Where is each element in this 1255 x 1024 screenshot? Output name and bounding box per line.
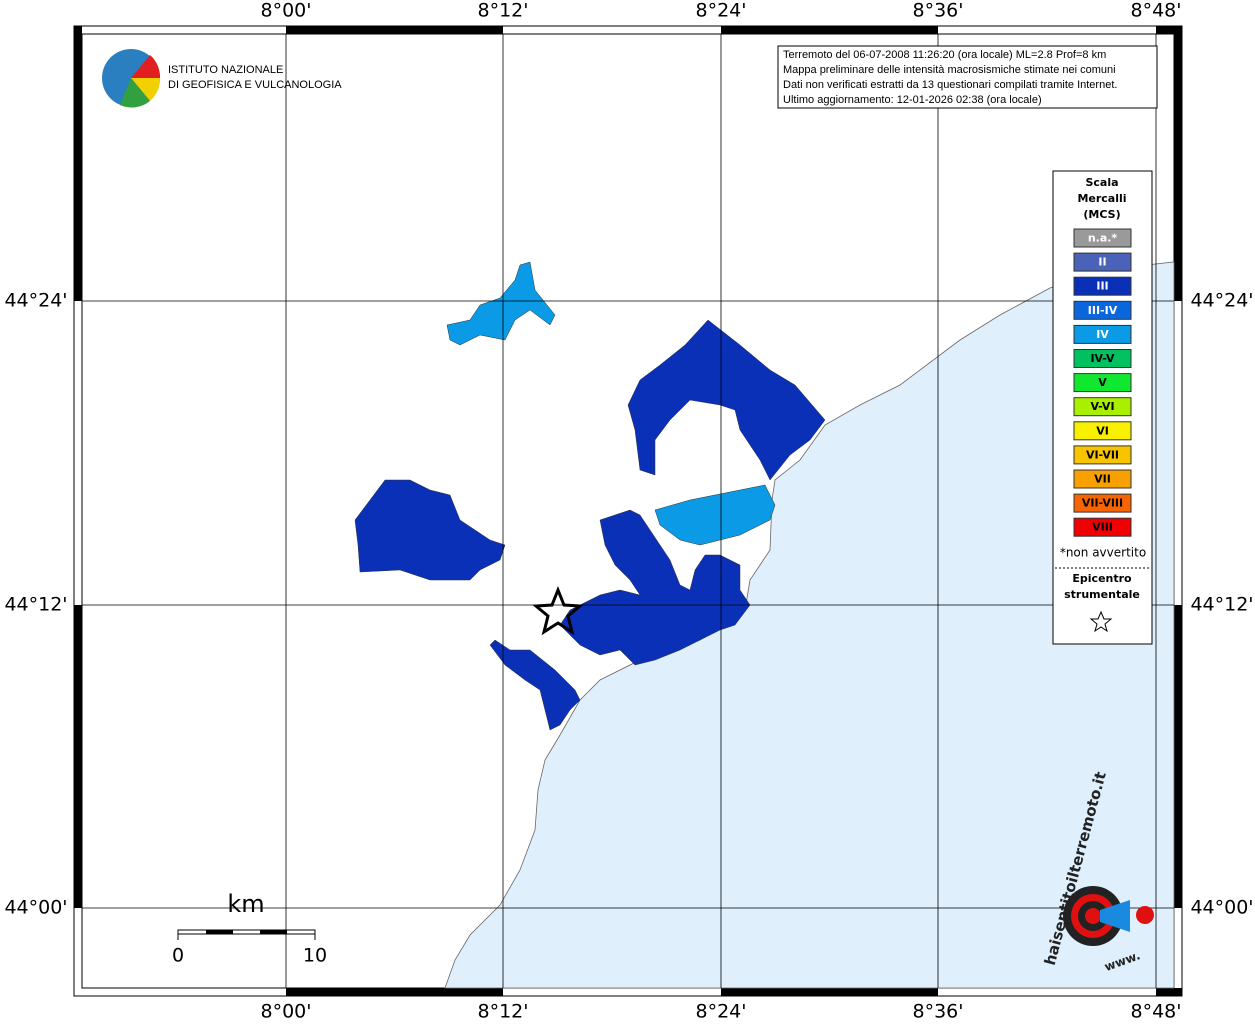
logo-ring xyxy=(1085,908,1101,924)
legend-swatch xyxy=(1073,349,1132,368)
frame-bar xyxy=(286,988,503,996)
scale-bar-segment xyxy=(260,930,287,934)
frame-bar xyxy=(74,26,82,301)
lat-label: 44°12' xyxy=(4,594,67,616)
institute-name: ISTITUTO NAZIONALE xyxy=(168,64,283,76)
lon-label: 8°36' xyxy=(913,0,964,22)
lon-label: 8°36' xyxy=(913,1001,964,1023)
lat-label: 44°24' xyxy=(1190,290,1253,312)
scale-unit: km xyxy=(227,890,264,918)
lon-label: 8°00' xyxy=(261,1001,312,1023)
legend-label: II xyxy=(1098,256,1106,269)
epicenter-star xyxy=(532,585,584,636)
legend-label: VII-VIII xyxy=(1082,497,1123,510)
legend-label: V-VI xyxy=(1090,400,1114,413)
region xyxy=(489,639,581,731)
legend-label: IV xyxy=(1096,328,1109,341)
lon-label: 8°12' xyxy=(478,1001,529,1023)
legend-label: III-IV xyxy=(1088,304,1118,317)
legend-title: Mercalli xyxy=(1077,192,1126,205)
legend-swatch xyxy=(1073,252,1132,272)
lon-label: 8°24' xyxy=(696,1001,747,1023)
logo-segment xyxy=(131,78,161,101)
legend-swatch xyxy=(1073,276,1132,296)
regions xyxy=(354,261,826,731)
lon-label: 8°12' xyxy=(478,0,529,22)
legend-label: n.a.* xyxy=(1088,232,1118,245)
frame-bars xyxy=(74,26,1182,996)
legend-label: IV-V xyxy=(1090,352,1115,365)
logo-question xyxy=(1136,906,1154,924)
legend-swatch xyxy=(1073,228,1132,248)
frame-bar xyxy=(286,26,503,34)
legend-swatch xyxy=(1073,493,1132,513)
legend-swatch xyxy=(1073,421,1132,441)
legend-swatch xyxy=(1073,469,1132,489)
legend-star xyxy=(1089,610,1113,633)
scale-bar-segment xyxy=(206,930,233,934)
frame-bar xyxy=(1174,26,1182,301)
legend-label: VI-VII xyxy=(1086,448,1119,461)
legend-epicenter: Epicentro xyxy=(1072,572,1132,585)
ingv-logo: ISTITUTO NAZIONALE DI GEOFISICA E VULCAN… xyxy=(102,49,342,108)
logo-segment xyxy=(131,55,161,78)
scale-label: 10 xyxy=(303,945,327,967)
region xyxy=(446,261,556,346)
lon-label: 8°48' xyxy=(1131,1001,1182,1023)
legend-swatch xyxy=(1073,324,1132,344)
info-line: Mappa preliminare delle intensità macros… xyxy=(783,64,1116,76)
frame-bar xyxy=(1156,26,1182,34)
legend-swatch xyxy=(1073,300,1132,320)
legend-swatch xyxy=(1073,445,1132,465)
legend-title: Scala xyxy=(1085,176,1118,189)
info-line: Ultimo aggiornamento: 12-01-2026 02:38 (… xyxy=(783,94,1042,106)
legend-epicenter: strumentale xyxy=(1064,588,1140,601)
lon-label: 8°24' xyxy=(696,0,747,22)
institute-name: DI GEOFISICA E VULCANOLOGIA xyxy=(168,79,342,91)
logo-segment xyxy=(120,78,150,108)
scale-bar: km 0 10 xyxy=(172,890,327,967)
region xyxy=(627,319,826,481)
lat-label: 44°00' xyxy=(4,897,67,919)
legend-label: III xyxy=(1096,280,1108,293)
info-box xyxy=(777,45,1158,109)
lat-label: 44°12' xyxy=(1190,594,1253,616)
lon-label: 8°00' xyxy=(261,0,312,22)
legend-swatch xyxy=(1073,517,1132,537)
legend-swatch xyxy=(1073,373,1132,393)
legend-label: V xyxy=(1098,376,1107,389)
frame-bar xyxy=(721,26,938,34)
legend: ScalaMercalli(MCS)n.a.*IIIIIIII-IVIVIV-V… xyxy=(1060,176,1146,601)
scale-bar-body xyxy=(177,929,316,935)
coordinate-labels: 8°00' 8°00' 8°12' 8°12' 8°24' 8°24' 8°36' 8°36'… xyxy=(4,0,1253,1023)
legend-label: VI xyxy=(1096,424,1109,437)
logo-speaker xyxy=(1100,900,1130,932)
lat-label: 44°00' xyxy=(1190,897,1253,919)
scale-label: 0 xyxy=(172,945,184,967)
lat-label: 44°24' xyxy=(4,290,67,312)
info-text: Terremoto del 06-07-2008 11:26:20 (ora l… xyxy=(783,49,1117,106)
info-line: Dati non verificati estratti da 13 quest… xyxy=(783,79,1117,91)
info-line: Terremoto del 06-07-2008 11:26:20 (ora l… xyxy=(783,49,1106,61)
region xyxy=(654,484,776,546)
frame-bar xyxy=(74,605,82,908)
graticule xyxy=(82,34,1174,988)
legend-note: *non avvertito xyxy=(1060,546,1146,560)
frame-bar xyxy=(721,988,938,996)
legend-title: (MCS) xyxy=(1083,208,1120,221)
region xyxy=(559,509,751,666)
legend-label: VII xyxy=(1094,473,1111,486)
lon-label: 8°48' xyxy=(1131,0,1182,22)
sea xyxy=(444,261,1175,989)
legend-label: VIII xyxy=(1092,521,1113,534)
frame-bar xyxy=(1156,988,1182,996)
region xyxy=(354,479,506,581)
frame-bar xyxy=(1174,605,1182,908)
legend-swatch xyxy=(1073,397,1132,417)
